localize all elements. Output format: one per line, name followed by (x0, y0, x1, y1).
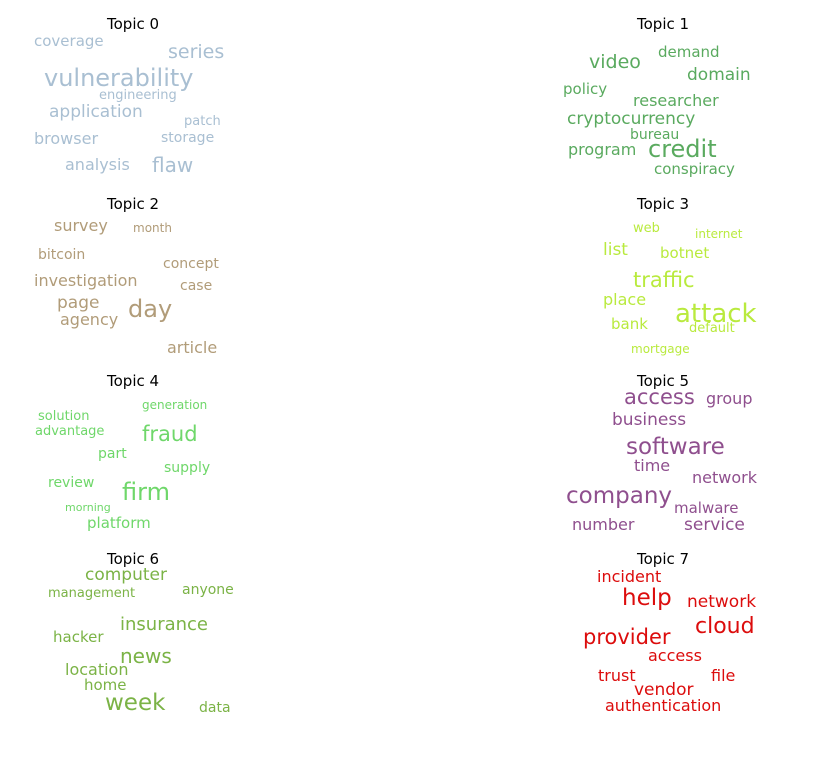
topic-4-word-generation: generation (142, 398, 208, 412)
topic-2-word-investigation: investigation (34, 271, 138, 290)
topic-7-word-authentication: authentication (605, 696, 722, 715)
topic-1-word-cryptocurrency: cryptocurrency (567, 109, 696, 129)
topic-7-word-network: network (687, 592, 757, 612)
topic-4-title: Topic 4 (107, 372, 160, 390)
topic-6-word-data: data (199, 700, 231, 716)
topic-3-word-default: default (689, 321, 735, 336)
topic-6-word-anyone: anyone (182, 582, 234, 598)
topic-0-word-engineering: engineering (99, 88, 177, 103)
topic-4-word-supply: supply (164, 460, 211, 476)
topic-0-word-storage: storage (161, 130, 215, 146)
topic-0-word-coverage: coverage (34, 32, 104, 50)
topic-7-word-help: help (622, 585, 672, 611)
topic-3-word-attack: attack (675, 299, 757, 329)
topic-6-word-hacker: hacker (53, 628, 104, 646)
topic-1-word-bureau: bureau (630, 127, 680, 143)
topic-6-word-home: home (84, 676, 127, 694)
topic-1-word-domain: domain (687, 65, 751, 85)
topic-5-word-time: time (634, 456, 671, 475)
topic-4-word-morning: morning (65, 501, 111, 514)
topic-0-title: Topic 0 (107, 15, 160, 33)
topic-5-word-network: network (692, 468, 757, 487)
topic-6-word-insurance: insurance (120, 614, 209, 635)
topic-7-word-file: file (711, 666, 736, 685)
topic-0-word-series: series (168, 41, 225, 63)
topic-5-word-malware: malware (674, 499, 739, 517)
topic-0-word-patch: patch (184, 114, 221, 129)
topic-7-word-trust: trust (598, 666, 636, 685)
topic-3-word-botnet: botnet (660, 244, 710, 262)
topic-5-word-software: software (626, 434, 725, 460)
topic-2-word-agency: agency (60, 310, 119, 329)
topic-3-title: Topic 3 (637, 195, 690, 213)
topic-1-word-program: program (568, 140, 637, 159)
topic-2-word-article: article (167, 338, 218, 357)
topic-6-title: Topic 6 (107, 550, 160, 568)
topic-4-word-solution: solution (38, 409, 90, 424)
topic-7-word-provider: provider (583, 625, 671, 649)
topic-1-word-policy: policy (563, 80, 608, 98)
topic-1-word-video: video (589, 51, 641, 73)
topic-4-word-part: part (98, 446, 127, 462)
topic-5-word-business: business (612, 410, 687, 430)
topic-7-title: Topic 7 (637, 550, 690, 568)
topic-1-title: Topic 1 (637, 15, 690, 33)
topic-7-word-cloud: cloud (695, 614, 755, 639)
topic-5-word-access: access (624, 385, 695, 409)
topic-4-word-advantage: advantage (35, 424, 105, 439)
topic-0-word-browser: browser (34, 129, 99, 148)
topic-4-word-fraud: fraud (142, 422, 198, 446)
topic-6-word-location: location (65, 660, 129, 679)
topic-3-word-bank: bank (611, 315, 648, 333)
topic-4-word-platform: platform (87, 514, 151, 532)
topic-3-word-mortgage: mortgage (631, 342, 690, 356)
topic-1-word-demand: demand (658, 43, 720, 61)
topic-7-word-incident: incident (597, 567, 662, 586)
topic-2-word-concept: concept (163, 256, 219, 272)
topic-3-word-web: web (633, 221, 660, 236)
topic-2-word-bitcoin: bitcoin (38, 247, 86, 263)
topic-3-word-traffic: traffic (633, 268, 695, 292)
topic-1-word-researcher: researcher (633, 91, 719, 110)
topic-6-word-week: week (105, 690, 166, 716)
topic-6-word-management: management (48, 586, 136, 601)
topic-2-word-survey: survey (54, 216, 108, 235)
topic-5-title: Topic 5 (637, 372, 690, 390)
topic-5-word-group: group (706, 389, 753, 408)
topic-6-word-computer: computer (85, 565, 167, 585)
topic-3-word-place: place (603, 290, 647, 309)
topic-3-word-list: list (603, 240, 628, 260)
topic-7-word-access: access (648, 646, 702, 665)
topic-4-word-review: review (48, 475, 95, 491)
topic-2-word-day: day (128, 295, 173, 323)
topic-5-word-company: company (566, 483, 673, 509)
topic-0-word-analysis: analysis (65, 155, 130, 174)
topic-7-word-vendor: vendor (634, 680, 694, 700)
topic-4-word-firm: firm (122, 478, 170, 506)
topic-0-word-vulnerability: vulnerability (44, 64, 194, 92)
topic-2-title: Topic 2 (107, 195, 160, 213)
topic-3-word-internet: internet (695, 227, 743, 241)
topic-0-word-application: application (49, 102, 143, 122)
topic-6-word-news: news (120, 644, 172, 668)
topic-0-word-flaw: flaw (152, 153, 194, 177)
topic-1-word-conspiracy: conspiracy (654, 160, 735, 178)
topic-5-word-number: number (572, 515, 635, 534)
topic-2-word-page: page (57, 293, 100, 313)
topic-5-word-service: service (684, 515, 745, 535)
topic-2-word-case: case (180, 278, 213, 294)
topic-2-word-month: month (133, 221, 172, 235)
topic-1-word-credit: credit (648, 135, 717, 163)
